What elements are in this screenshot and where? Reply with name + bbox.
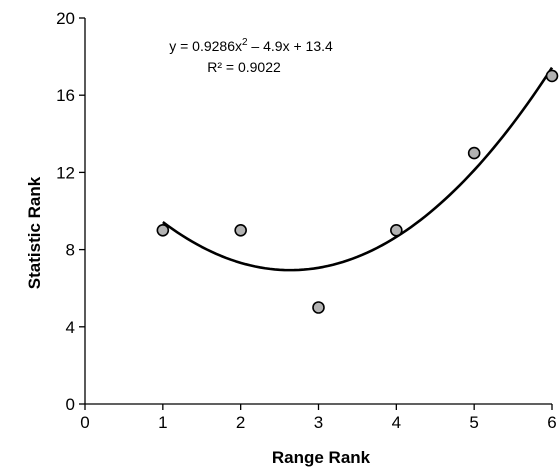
x-tick-label: 1	[158, 413, 167, 432]
equation-prefix: y = 0.9286x	[169, 38, 242, 54]
data-point	[390, 224, 403, 237]
y-tick-label: 16	[56, 86, 75, 105]
x-tick-label: 5	[469, 413, 478, 432]
x-axis-title: Range Rank	[272, 448, 371, 467]
data-point	[234, 224, 247, 237]
x-tick-label: 2	[236, 413, 245, 432]
data-points	[156, 69, 559, 314]
trendline-equation: y = 0.9286x2 – 4.9x + 13.4	[169, 37, 333, 54]
axes	[79, 17, 553, 410]
x-tick-label: 4	[392, 413, 401, 432]
data-point	[545, 69, 559, 83]
x-tick-label: 3	[314, 413, 323, 432]
data-point	[156, 224, 170, 237]
y-tick-label: 12	[56, 163, 75, 182]
y-tick-label: 4	[66, 318, 75, 337]
equation-suffix: – 4.9x + 13.4	[248, 38, 333, 54]
x-tick-label: 6	[547, 413, 556, 432]
data-point	[312, 301, 325, 314]
y-tick-label: 0	[66, 395, 75, 414]
data-point	[467, 146, 481, 160]
y-axis-title: Statistic Rank	[25, 176, 44, 289]
y-tick-label: 8	[66, 241, 75, 260]
trendline	[162, 66, 554, 272]
y-tick-label: 20	[56, 9, 75, 28]
x-tick-label: 0	[80, 413, 89, 432]
r-squared-label: R² = 0.9022	[207, 59, 281, 75]
equation-exponent: 2	[242, 37, 248, 48]
trendline-group	[162, 66, 554, 272]
